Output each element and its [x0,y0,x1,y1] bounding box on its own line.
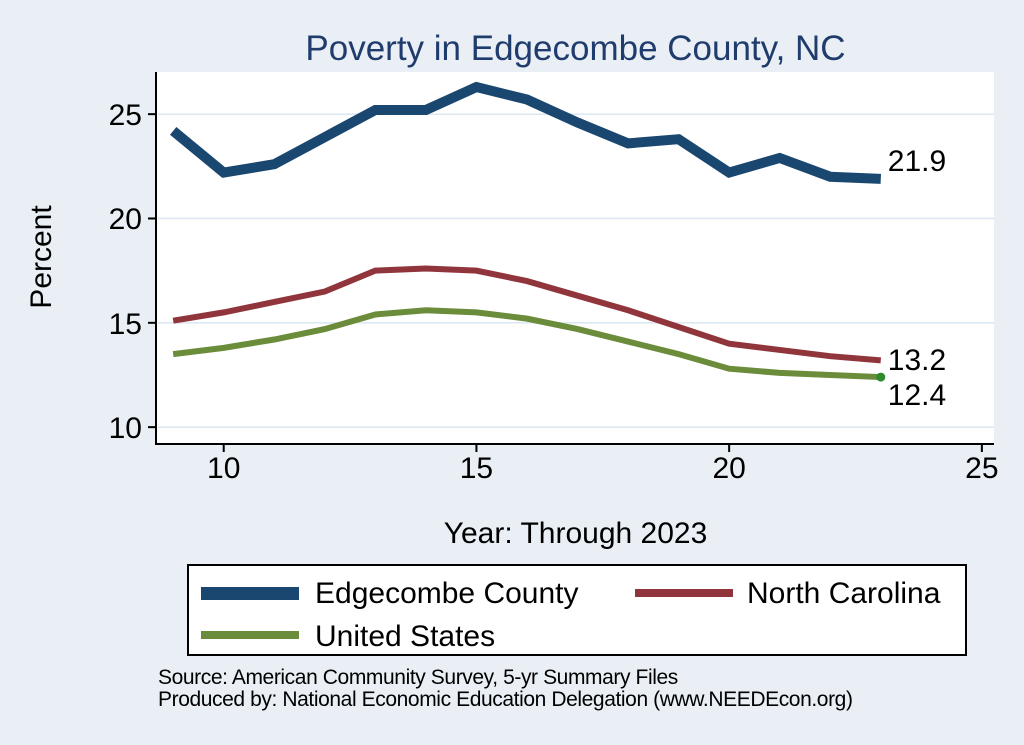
source-line: Source: American Community Survey, 5-yr … [158,666,678,689]
x-axis-label: Year: Through 2023 [443,517,708,550]
y-axis-label: Percent [25,205,58,309]
legend-line-north-carolina [635,589,733,597]
chart-title: Poverty in Edgecombe County, NC [305,29,846,68]
y-tick-label: 25 [108,99,142,133]
legend-line-united-states [201,631,299,639]
plot-background [157,72,994,443]
legend: Edgecombe County North Carolina United S… [187,564,967,656]
end-value-label: 21.9 [887,144,947,178]
x-tick-label: 10 [207,452,241,485]
y-tick-label: 20 [108,203,142,237]
series-line-north-carolina [172,265,882,364]
legend-label-united-states: United States [315,620,496,653]
legend-label-north-carolina: North Carolina [747,577,941,610]
source-note: Source: American Community Survey, 5-yr … [158,667,853,711]
end-value-label: 13.2 [887,344,947,378]
y-tick-label: 10 [108,412,142,446]
series-line-edgecombe-county [169,81,881,184]
end-marker [876,372,886,382]
legend-label-edgecombe-county: Edgecombe County [315,577,579,610]
x-tick-label: 25 [965,452,999,485]
x-tick-label: 20 [712,452,746,485]
legend-line-edgecombe-county [201,587,299,600]
x-tick-label: 15 [459,452,494,485]
y-tick-label: 15 [108,307,142,341]
produced-by-line: Produced by: National Economic Education… [158,688,853,711]
series-line-united-states [172,307,881,381]
end-value-label: 12.4 [887,379,947,413]
